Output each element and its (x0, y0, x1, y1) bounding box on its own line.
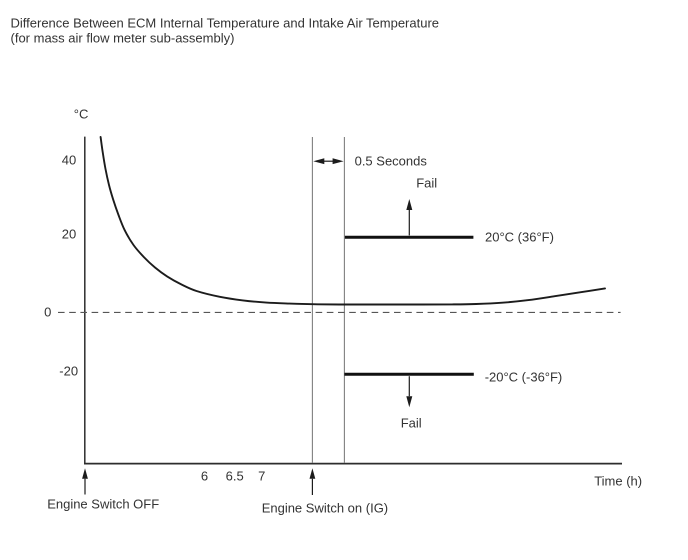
y-tick-label-0: 0 (44, 304, 52, 320)
y-axis-unit-label: °C (73, 106, 89, 122)
y-tick-label-20: 20 (61, 226, 77, 242)
fail-lower-label: Fail (400, 415, 422, 431)
engine-off-arrow-head (82, 468, 88, 479)
temperature-difference-curve (99, 136, 606, 306)
y-tick-label-minus20: -20 (59, 363, 79, 379)
y-tick-label-40: 40 (61, 152, 77, 167)
interval-label: 0.5 Seconds (354, 153, 427, 169)
x-tick-label-6: 6 (200, 468, 209, 484)
x-tick-label-7: 7 (258, 468, 266, 484)
interval-double-arrow-right-head (332, 158, 344, 165)
upper-threshold-label: 20°C (36°F) (485, 229, 554, 245)
engine-on-arrow-head (309, 468, 316, 479)
fail-up-arrow-head (406, 199, 413, 210)
engine-off-label: Engine Switch OFF (47, 496, 160, 512)
engine-on-label: Engine Switch on (IG) (261, 500, 389, 516)
fail-down-arrow-head (406, 396, 413, 408)
lower-threshold-label: -20°C (-36°F) (484, 369, 563, 384)
x-axis-label: Time (h) (594, 473, 643, 489)
figure-title-line2: (for mass air flow meter sub-assembly) (10, 30, 235, 46)
interval-double-arrow-left-head (313, 158, 325, 165)
figure-title-line1: Difference Between ECM Internal Temperat… (10, 15, 440, 31)
x-tick-label-6-5: 6.5 (225, 468, 244, 484)
fail-upper-label: Fail (416, 175, 438, 191)
